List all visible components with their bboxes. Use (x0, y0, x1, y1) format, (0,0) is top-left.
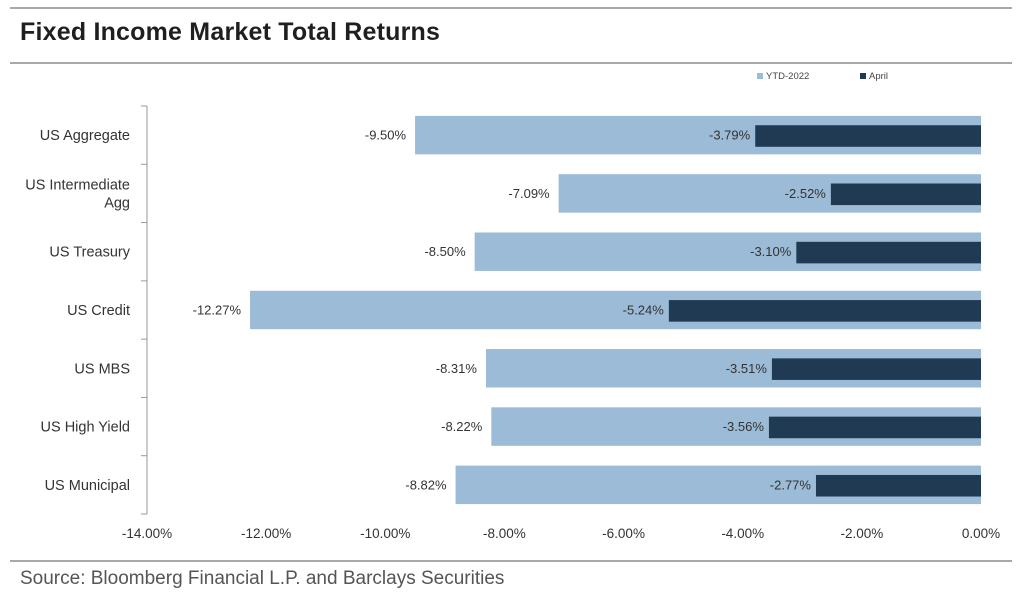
legend-swatch-ytd-2022 (757, 73, 763, 79)
bottom-rule (10, 560, 1012, 562)
chart-title: Fixed Income Market Total Returns (20, 18, 441, 46)
data-label-april: -2.77% (770, 477, 812, 492)
category-label: US Aggregate (40, 128, 130, 144)
data-label-april: -3.10% (750, 244, 792, 259)
data-label-ytd-2022: -8.22% (441, 419, 483, 434)
data-label-april: -3.79% (709, 128, 751, 143)
bar-april (755, 125, 981, 147)
x-tick-label: -8.00% (483, 526, 526, 541)
x-tick-label: -6.00% (602, 526, 645, 541)
bar-chart: -9.50% -3.79% US Aggregate -7.09% -2.52% US I… (25, 71, 1000, 541)
category-label: US Municipal (45, 478, 130, 494)
bar-april (830, 183, 981, 206)
x-tick-label: -4.00% (721, 526, 764, 541)
source-note: Source: Bloomberg Financial L.P. and Bar… (20, 568, 505, 589)
x-tick-label: -14.00% (122, 526, 172, 541)
data-label-april: -2.52% (785, 186, 827, 201)
legend-label-ytd-2022: YTD-2022 (766, 71, 809, 82)
category-label: US Intermediate (25, 177, 130, 193)
bar-april (796, 241, 981, 264)
title-rule (10, 62, 1012, 64)
category-label: US High Yield (41, 420, 130, 436)
bar-april (668, 300, 981, 322)
bar-april (771, 358, 981, 380)
category-label: US MBS (74, 361, 130, 377)
data-label-april: -3.51% (726, 361, 768, 376)
data-label-april: -5.24% (623, 303, 665, 318)
top-rule (10, 7, 1012, 9)
data-label-april: -3.56% (723, 419, 765, 434)
x-tick-label: -12.00% (241, 526, 291, 541)
x-tick-label: -2.00% (840, 526, 883, 541)
data-label-ytd-2022: -8.50% (424, 244, 466, 259)
bar-april (815, 474, 981, 497)
bar-april (768, 416, 981, 439)
data-label-ytd-2022: -9.50% (365, 128, 407, 143)
category-label: Agg (104, 195, 130, 211)
category-label: US Treasury (49, 245, 130, 261)
category-label: US Credit (67, 303, 130, 319)
legend-label-april: April (869, 71, 888, 82)
x-tick-label: -10.00% (360, 526, 410, 541)
x-tick-label: 0.00% (962, 526, 1000, 541)
data-label-ytd-2022: -8.31% (436, 361, 478, 376)
data-label-ytd-2022: -8.82% (405, 477, 447, 492)
data-label-ytd-2022: -7.09% (508, 186, 550, 201)
data-label-ytd-2022: -12.27% (193, 303, 242, 318)
legend-swatch-april (860, 73, 866, 79)
